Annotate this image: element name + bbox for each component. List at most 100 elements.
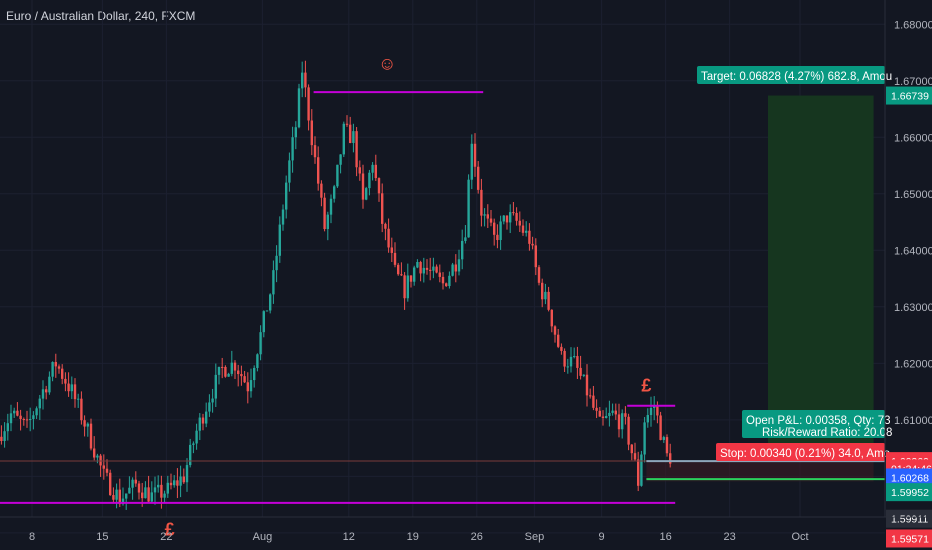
candle-body	[163, 493, 166, 498]
candle-body	[656, 406, 659, 416]
price-tag: 1.59952	[891, 487, 929, 499]
candle-body	[525, 230, 528, 233]
candle-body	[224, 366, 227, 377]
candle-body	[35, 408, 38, 416]
pound-annotation: £	[641, 376, 651, 396]
candle-body	[387, 228, 390, 248]
candle-body	[93, 448, 96, 458]
candle-body	[333, 186, 336, 199]
candle-body	[352, 131, 355, 143]
candle-body	[349, 124, 352, 143]
y-tick-label: 1.63000	[894, 302, 932, 314]
candle-body	[355, 131, 358, 168]
candle-body	[313, 145, 317, 158]
candle-body	[256, 354, 259, 368]
candle-body	[19, 415, 22, 420]
candle-body	[115, 489, 118, 500]
candle-body	[288, 160, 291, 183]
candle-body	[537, 267, 541, 283]
price-tag: 1.59571	[891, 533, 929, 545]
candle-body	[365, 188, 368, 200]
candle-body	[550, 309, 553, 327]
price-tag-bg	[886, 529, 932, 548]
candle-body	[189, 444, 192, 466]
candle-body	[528, 230, 531, 244]
candle-body	[70, 384, 73, 392]
x-tick-label: 12	[343, 531, 355, 543]
candle-body	[592, 395, 595, 408]
candle-body	[425, 267, 429, 270]
x-tick-label: Oct	[791, 531, 808, 543]
candle-body	[451, 264, 454, 276]
candle-body	[131, 479, 134, 488]
candle-body	[403, 275, 406, 299]
candle-body	[438, 272, 441, 277]
candle-body	[208, 402, 211, 412]
candle-body	[307, 87, 310, 121]
candle-body	[237, 370, 240, 375]
candle-body	[182, 476, 185, 483]
candle-body	[486, 214, 489, 219]
candle-body	[534, 245, 537, 268]
candle-body	[275, 255, 278, 271]
candle-body	[54, 362, 57, 367]
candle-body	[544, 291, 547, 300]
candle-body	[585, 374, 589, 396]
x-tick-label: 23	[723, 531, 735, 543]
candle-body	[160, 484, 163, 498]
candle-body	[29, 418, 32, 420]
candle-body	[339, 154, 342, 165]
candle-body	[521, 225, 525, 233]
candle-body	[464, 237, 467, 241]
x-tick-label: 8	[29, 531, 35, 543]
candle-body	[582, 374, 585, 376]
candle-body	[662, 437, 665, 440]
target-info-label: Target: 0.06828 (4.27%) 682.8, Amou	[701, 71, 892, 83]
candle-body	[51, 362, 54, 377]
y-tick-label: 1.65000	[894, 189, 932, 201]
candle-body	[89, 423, 93, 449]
candle-body	[67, 383, 70, 392]
candle-body	[448, 275, 451, 287]
candle-body	[262, 311, 265, 333]
candle-body	[269, 294, 272, 311]
candle-body	[336, 164, 339, 187]
candle-body	[566, 366, 569, 368]
candle-body	[617, 414, 621, 430]
x-tick-label: 19	[407, 531, 419, 543]
candle-body	[518, 220, 521, 226]
price-tag: 1.66739	[891, 91, 929, 103]
risk-reward-label: Risk/Reward Ratio: 20.08	[762, 427, 892, 439]
candle-body	[512, 212, 515, 214]
candle-body	[390, 247, 393, 253]
pl-info-label: Open P&L: 0.00358, Qty: 73	[746, 415, 891, 427]
candle-body	[125, 493, 128, 499]
candle-body	[665, 437, 669, 454]
candle-body	[505, 215, 509, 223]
candle-body	[294, 127, 297, 138]
candle-body	[73, 384, 77, 400]
candle-body	[477, 166, 480, 190]
candle-body	[557, 334, 560, 347]
candle-body	[461, 240, 464, 260]
candle-body	[249, 380, 253, 392]
candle-body	[406, 275, 409, 299]
y-tick-label: 1.68000	[894, 19, 932, 31]
price-tag: 1.59911	[891, 514, 928, 526]
candle-body	[118, 489, 121, 505]
candle-body	[413, 267, 416, 282]
candle-body	[259, 332, 262, 355]
candle-body	[6, 423, 9, 432]
candle-body	[509, 212, 512, 223]
candle-body	[547, 291, 550, 310]
candle-body	[435, 266, 438, 273]
candle-body	[221, 366, 224, 368]
candle-body	[409, 275, 413, 282]
candle-body	[105, 468, 109, 473]
candle-body	[381, 193, 384, 224]
candle-body	[64, 378, 67, 384]
candle-body	[397, 264, 400, 275]
candle-body	[137, 483, 141, 493]
candle-body	[3, 431, 6, 442]
